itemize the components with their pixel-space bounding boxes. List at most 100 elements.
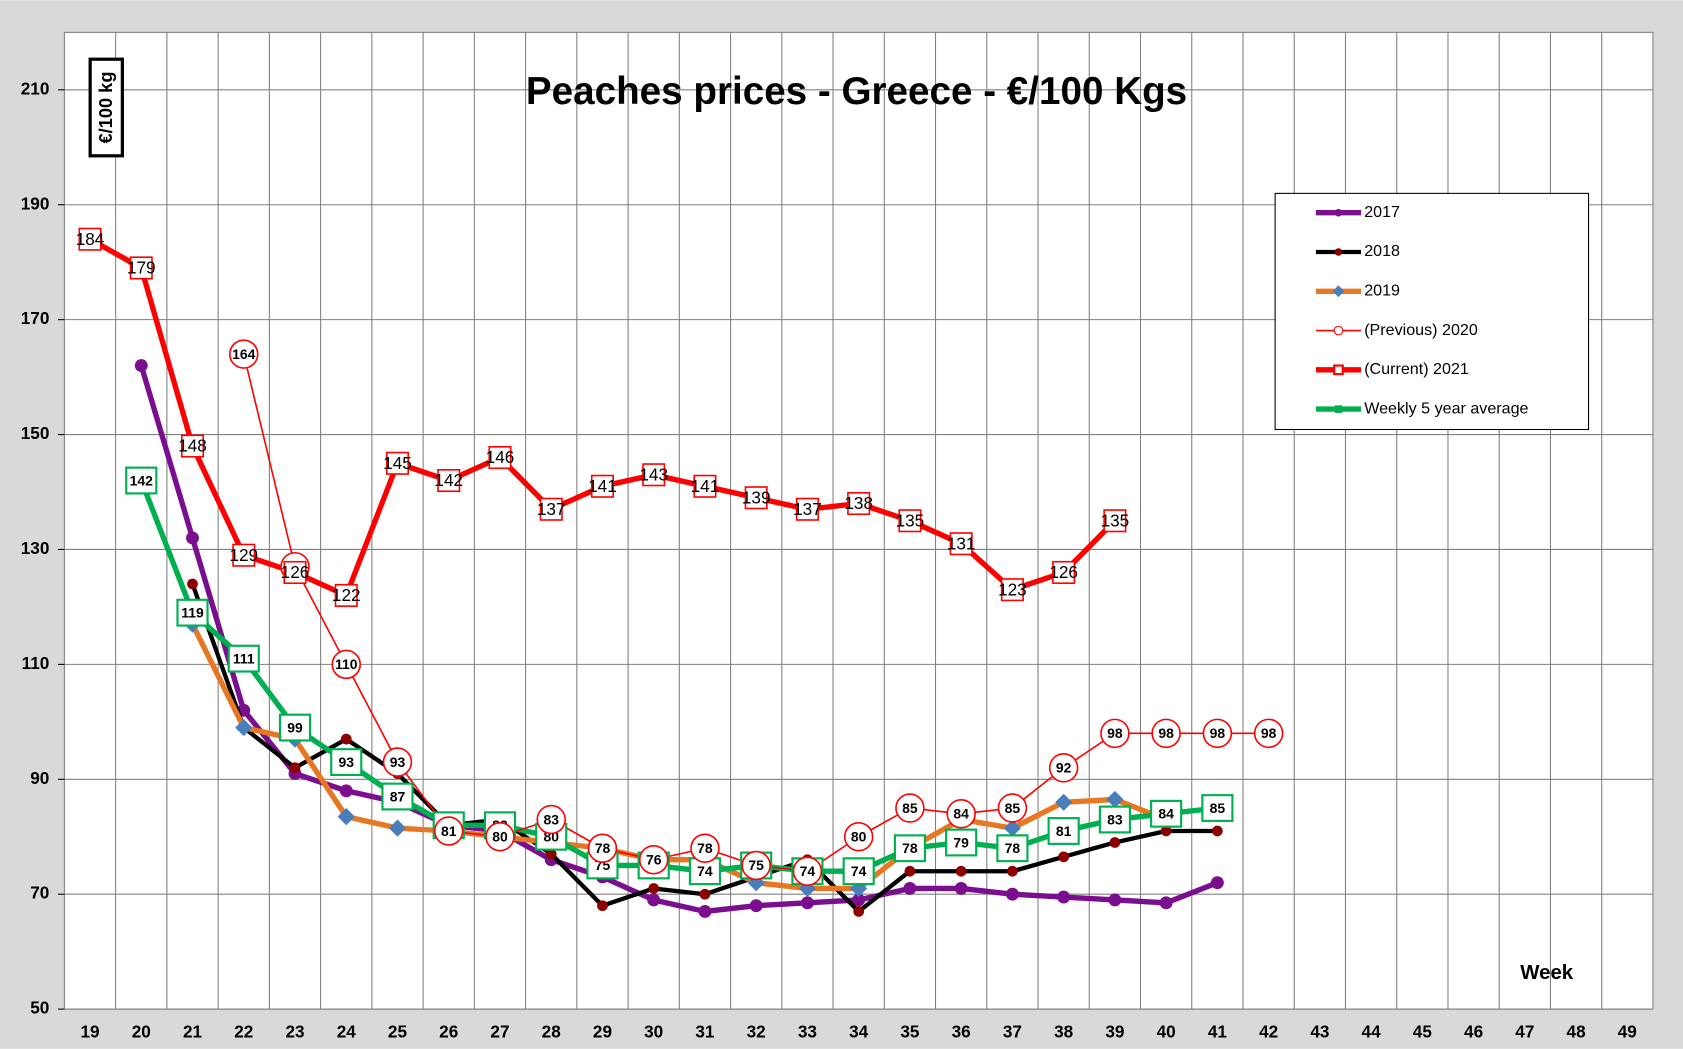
data-label: 78 [697,840,713,856]
data-label-marker [227,644,260,673]
data-label-marker [795,497,819,521]
x-tick-label: 26 [439,1021,458,1041]
data-label-marker [334,583,358,607]
x-tick-label: 44 [1362,1021,1382,1041]
x-tick-label: 48 [1567,1021,1587,1041]
marker [852,893,866,907]
data-label-marker [898,509,922,533]
data-label-marker [283,560,307,584]
series-line [190,622,1168,892]
data-label-marker [893,834,927,863]
marker [648,883,660,894]
data-label: 137 [793,499,822,519]
x-tick-label: 25 [388,1021,408,1041]
data-label: 81 [1056,823,1072,839]
data-label: 138 [844,493,873,513]
x-tick-label: 49 [1618,1021,1637,1041]
marker [699,888,711,900]
marker [800,896,814,910]
x-tick-label: 35 [900,1021,920,1041]
data-label-marker [1202,718,1233,749]
legend [1274,192,1590,431]
data-label: 142 [130,472,154,488]
marker [1334,248,1343,256]
x-tick-label: 19 [80,1021,99,1041]
data-label: 85 [1005,800,1021,816]
marker [954,882,968,895]
legend-entries: 2017 2018 2019 (Previous) 2020 (Current) 20… [1315,203,1529,417]
data-label: 98 [1158,725,1174,741]
data-label-marker [590,474,614,498]
x-tick-label: 33 [798,1021,817,1041]
y-tick-label: 210 [21,78,50,98]
marker [749,899,763,913]
data-label: 85 [1210,800,1226,816]
data-label-marker [488,446,512,470]
data-label-marker [1150,799,1183,828]
legend-label: 2019 [1364,282,1400,300]
data-label: 78 [902,840,918,856]
marker [1160,825,1172,837]
x-tick-label: 41 [1208,1021,1228,1041]
data-label-marker [1100,718,1130,749]
data-label: 74 [697,863,713,879]
marker [1334,405,1343,413]
marker [1334,208,1343,217]
data-label: 78 [1005,840,1021,856]
data-label: 137 [537,499,566,519]
data-label: 98 [1261,725,1277,741]
marker [289,762,301,774]
marker [340,733,352,745]
data-label-marker [536,804,566,835]
data-label: 123 [998,579,1027,599]
data-label-marker [176,598,209,627]
x-tick-label: 38 [1054,1021,1074,1041]
data-label: 93 [390,754,406,770]
data-label: 148 [178,436,207,456]
marker [1005,887,1019,901]
data-label: 80 [492,829,508,845]
marker [235,718,253,737]
x-tick-label: 36 [952,1021,971,1041]
legend-label: Weekly 5 year average [1364,399,1528,417]
data-label: 75 [748,857,764,873]
data-label: 141 [588,476,617,496]
data-label-marker [129,256,153,280]
data-label: 98 [1210,725,1226,741]
marker [903,882,917,895]
x-tick-label: 27 [490,1021,509,1041]
y-tick-label: 50 [30,998,49,1018]
data-label-marker [433,816,464,846]
x-tick-label: 29 [593,1021,612,1041]
marker [1055,793,1073,811]
y-tick-label: 110 [22,653,50,673]
data-label: 99 [287,719,303,735]
marker [339,784,353,798]
x-tick-label: 24 [337,1021,357,1041]
data-label: 92 [1056,760,1072,776]
marker [134,359,148,373]
marker [1212,825,1223,837]
legend-label: 2018 [1364,242,1400,260]
data-label-marker [232,543,256,567]
data-label-marker [642,463,666,487]
data-label-marker [847,491,871,516]
data-label-marker [78,227,102,251]
x-tick-label: 43 [1310,1021,1329,1041]
data-label-marker [228,339,259,369]
data-label-marker [381,782,414,811]
data-label: 119 [181,604,204,620]
data-label-marker [1201,794,1234,822]
x-tick-label: 42 [1259,1021,1278,1041]
data-label-marker [437,468,461,493]
data-label: 131 [947,533,976,553]
x-tick-label: 40 [1157,1021,1176,1041]
data-label: 126 [281,562,310,582]
data-label-marker [949,532,973,556]
x-tick-label: 23 [285,1021,304,1041]
legend-marker [1333,325,1344,336]
marker [1108,893,1122,907]
x-tick-label: 21 [183,1021,203,1041]
data-label: 98 [1107,725,1123,741]
